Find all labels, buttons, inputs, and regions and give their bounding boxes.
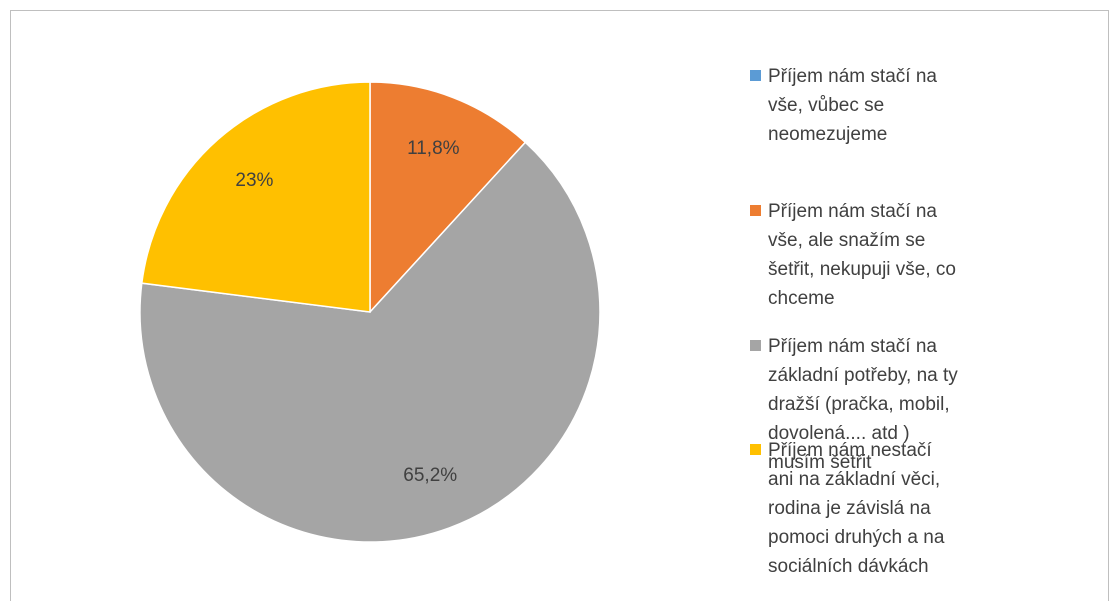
legend-label: Příjem nám stačí na základní potřeby, na… [768, 336, 958, 473]
pie-slice [139, 141, 601, 543]
pie-slice [369, 81, 527, 314]
legend-label: Příjem nám nestačí ani na základní věci,… [768, 440, 945, 577]
legend-label: Příjem nám stačí na vše, ale snažím se š… [768, 201, 956, 309]
legend-swatch [750, 340, 761, 351]
data-label: 11,8% [407, 138, 460, 159]
data-label: 23% [235, 170, 273, 191]
chart-border [10, 10, 1109, 601]
legend-swatch [750, 444, 761, 455]
legend-item: Příjem nám stačí na základní potřeby, na… [750, 332, 960, 477]
legend-swatch [750, 205, 761, 216]
legend-item: Příjem nám nestačí ani na základní věci,… [750, 436, 960, 581]
legend-swatch [750, 70, 761, 81]
legend-item: Příjem nám stačí na vše, vůbec se neomez… [750, 62, 960, 149]
pie-slice [140, 81, 371, 313]
legend-item: Příjem nám stačí na vše, ale snažím se š… [750, 197, 960, 313]
data-label: 65,2% [403, 465, 457, 486]
legend-label: Příjem nám stačí na vše, vůbec se neomez… [768, 66, 937, 145]
